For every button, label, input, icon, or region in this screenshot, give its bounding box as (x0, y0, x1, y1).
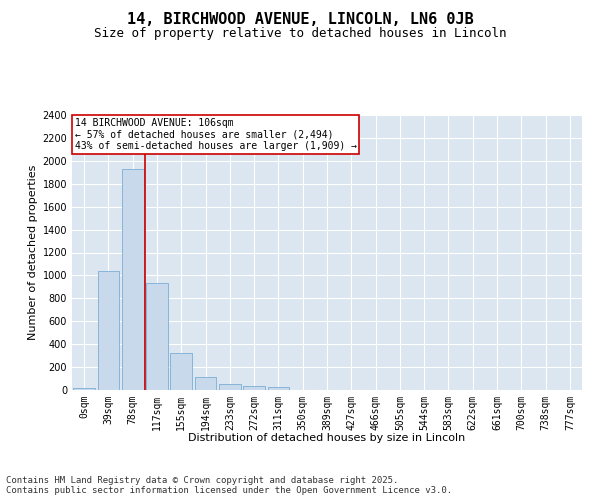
Text: Contains HM Land Registry data © Crown copyright and database right 2025.
Contai: Contains HM Land Registry data © Crown c… (6, 476, 452, 495)
Y-axis label: Number of detached properties: Number of detached properties (28, 165, 38, 340)
Bar (243, 386, 265, 390)
Bar (194, 378, 217, 390)
Bar (97, 272, 119, 390)
Bar (170, 353, 192, 390)
Text: 14 BIRCHWOOD AVENUE: 106sqm
← 57% of detached houses are smaller (2,494)
43% of : 14 BIRCHWOOD AVENUE: 106sqm ← 57% of det… (74, 118, 356, 151)
Text: 14, BIRCHWOOD AVENUE, LINCOLN, LN6 0JB: 14, BIRCHWOOD AVENUE, LINCOLN, LN6 0JB (127, 12, 473, 28)
Text: Size of property relative to detached houses in Lincoln: Size of property relative to detached ho… (94, 28, 506, 40)
Bar (122, 169, 143, 390)
Bar (268, 387, 289, 390)
X-axis label: Distribution of detached houses by size in Lincoln: Distribution of detached houses by size … (188, 433, 466, 443)
Bar (73, 388, 95, 390)
Bar (146, 284, 168, 390)
Bar (219, 384, 241, 390)
